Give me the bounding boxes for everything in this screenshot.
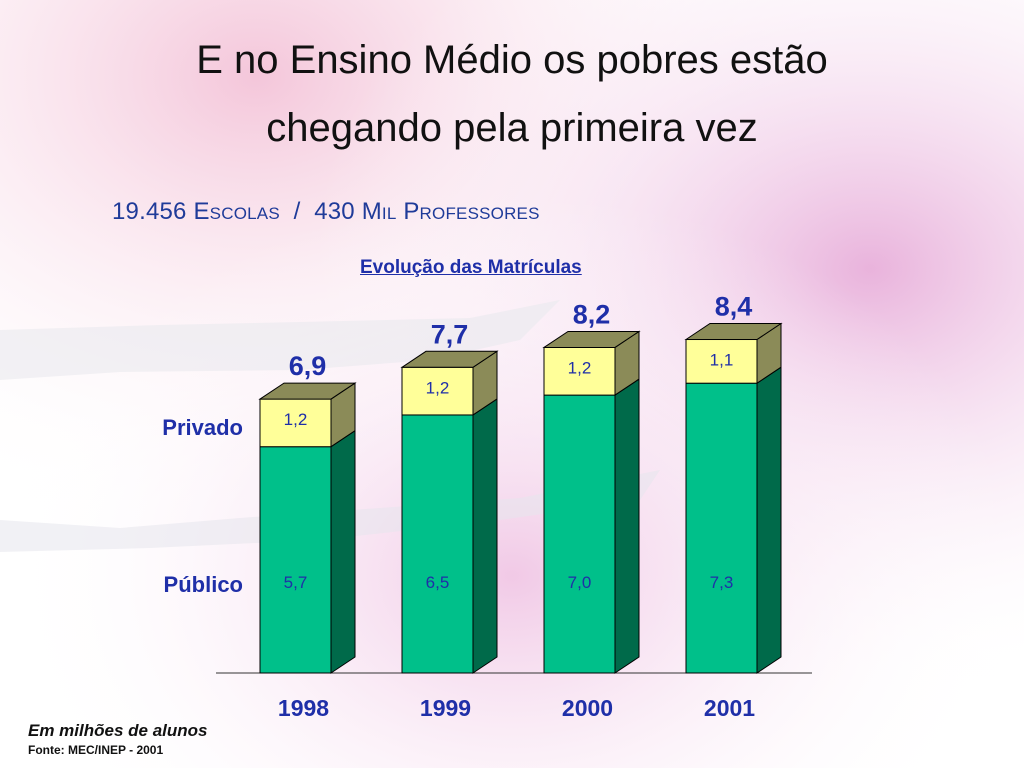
bar-top-2001 <box>684 323 783 341</box>
label-privado-1999: 1,2 <box>426 378 450 397</box>
x-tick-1999: 1999 <box>420 695 471 721</box>
chart-title: Evolução das Matrículas <box>360 257 582 278</box>
bar-top-2000 <box>542 330 641 348</box>
bar-privado-1998 <box>259 398 332 448</box>
x-tick-1998: 1998 <box>278 695 329 721</box>
bar-privado-1999 <box>401 366 474 416</box>
bar-publico-1999 <box>401 414 474 674</box>
bar-publico-2000 <box>543 394 616 674</box>
label-privado-2001: 1,1 <box>710 351 734 370</box>
bar-publico-side-1998 <box>330 429 356 674</box>
label-privado-2000: 1,2 <box>568 358 592 377</box>
units-note: Em milhões de alunos <box>28 721 208 740</box>
label-publico-2001: 7,3 <box>710 573 734 592</box>
label-total-1999: 7,7 <box>431 319 469 349</box>
slide-title-line1: E no Ensino Médio os pobres estão <box>196 38 828 82</box>
bar-publico-1998 <box>259 446 332 674</box>
slide-subtitle: 19.456 Escolas / 430 Mil Professores <box>112 198 540 225</box>
bar-publico-side-1999 <box>472 398 498 674</box>
series-label-publico: Público <box>164 572 243 597</box>
bar-top-1998 <box>258 382 357 400</box>
bar-publico-side-2000 <box>614 378 640 674</box>
label-publico-1998: 5,7 <box>284 573 308 592</box>
bar-publico-2001 <box>685 382 758 674</box>
label-publico-1999: 6,5 <box>426 573 450 592</box>
bar-top-1999 <box>400 350 499 368</box>
label-total-2001: 8,4 <box>715 292 753 322</box>
x-tick-2000: 2000 <box>562 695 613 721</box>
label-privado-1998: 1,2 <box>284 410 308 429</box>
series-label-privado: Privado <box>162 415 243 440</box>
label-total-2000: 8,2 <box>573 299 611 329</box>
label-publico-2000: 7,0 <box>568 573 592 592</box>
source-note: Fonte: MEC/INEP - 2001 <box>28 743 164 757</box>
slide-title-line2: chegando pela primeira vez <box>266 106 758 150</box>
x-tick-2001: 2001 <box>704 695 755 721</box>
bar-publico-side-2001 <box>756 366 782 674</box>
label-total-1998: 6,9 <box>289 351 327 381</box>
bar-privado-2000 <box>543 346 616 396</box>
